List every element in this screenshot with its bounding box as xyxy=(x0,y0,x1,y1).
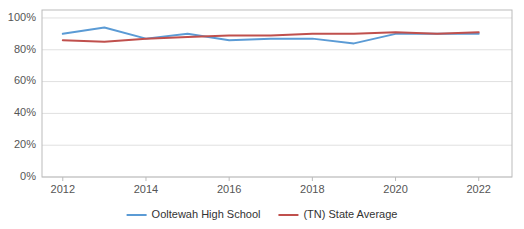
x-tick-label: 2016 xyxy=(217,183,241,195)
chart: 0% 20% 40% 60% 80% 100% 2012 2014 2016 2018 2020 20… xyxy=(0,0,524,229)
y-tick-label: 80% xyxy=(14,43,36,55)
plot-frame xyxy=(42,10,512,177)
y-tick-label: 20% xyxy=(14,138,36,150)
x-tick xyxy=(229,177,230,181)
legend-item: Ooltewah High School xyxy=(127,208,261,220)
x-tick-label: 2020 xyxy=(383,183,407,195)
legend: Ooltewah High School (TN) State Average xyxy=(127,208,398,220)
legend-label: Ooltewah High School xyxy=(152,208,261,220)
y-tick-label: 40% xyxy=(14,106,36,118)
series-line xyxy=(63,27,479,43)
grid-line xyxy=(42,113,512,114)
legend-item: (TN) State Average xyxy=(278,208,397,220)
legend-swatch xyxy=(278,214,298,216)
grid-line xyxy=(42,145,512,146)
x-tick xyxy=(395,177,396,181)
grid-line xyxy=(42,81,512,82)
grid xyxy=(42,18,512,177)
legend-swatch xyxy=(127,214,147,216)
y-tick-label: 60% xyxy=(14,74,36,86)
x-tick xyxy=(478,177,479,181)
x-tick-label: 2022 xyxy=(466,183,490,195)
x-tick-label: 2014 xyxy=(134,183,158,195)
series-group xyxy=(63,27,479,43)
x-tick xyxy=(145,177,146,181)
y-tick-label: 100% xyxy=(8,11,36,23)
legend-label: (TN) State Average xyxy=(303,208,397,220)
x-tick-label: 2012 xyxy=(51,183,75,195)
chart-container: 0% 20% 40% 60% 80% 100% 2012 2014 2016 2018 2020 20… xyxy=(0,0,524,229)
series-line xyxy=(63,32,479,42)
grid-line xyxy=(42,17,512,18)
x-tick xyxy=(312,177,313,181)
grid-line xyxy=(42,49,512,50)
y-tick-label: 0% xyxy=(20,170,36,182)
x-tick-label: 2018 xyxy=(300,183,324,195)
x-tick xyxy=(62,177,63,181)
